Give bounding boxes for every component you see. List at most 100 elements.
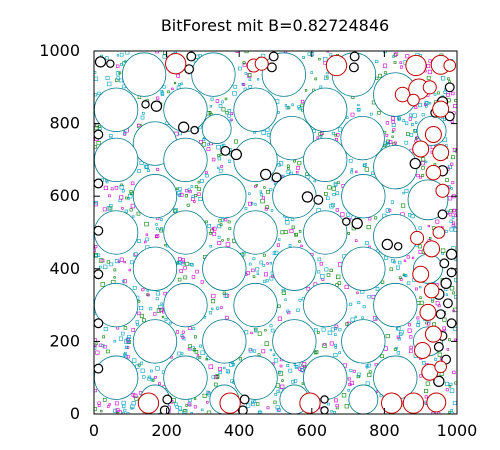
fringe-mark — [256, 78, 260, 81]
large-circle — [233, 282, 278, 328]
small-circle — [141, 100, 150, 109]
fringe-mark — [205, 400, 209, 404]
fringe-mark — [94, 76, 99, 81]
fringe-mark — [421, 157, 426, 162]
fringe-mark — [251, 268, 255, 273]
fringe-mark — [326, 273, 331, 277]
fringe-mark — [102, 207, 107, 212]
fringe-mark — [97, 91, 101, 96]
fringe-mark — [294, 232, 298, 236]
fringe-mark — [318, 57, 321, 61]
fringe-mark — [137, 300, 141, 303]
fringe-mark — [193, 405, 197, 409]
fringe-mark — [293, 379, 298, 383]
plot-frame — [93, 50, 458, 415]
large-circle — [163, 137, 208, 183]
fringe-mark — [130, 404, 135, 409]
fringe-mark — [283, 230, 288, 234]
fringe-mark — [266, 406, 270, 410]
fringe-mark — [192, 348, 197, 352]
fringe-mark — [375, 390, 379, 393]
fringe-mark — [248, 262, 252, 266]
fringe-mark — [295, 365, 299, 368]
fringe-mark — [244, 207, 248, 210]
fringe-mark — [349, 368, 353, 372]
fringe-mark — [149, 307, 153, 311]
fringe-mark — [449, 227, 454, 232]
fringe-mark — [335, 208, 340, 212]
fringe-mark — [276, 408, 281, 413]
small-circle — [94, 269, 104, 280]
fringe-mark — [262, 263, 266, 267]
fringe-mark — [120, 331, 125, 336]
fringe-mark — [302, 56, 305, 59]
red-circle — [423, 240, 441, 258]
fringe-mark — [131, 328, 135, 332]
fringe-mark — [130, 181, 135, 186]
fringe-mark — [145, 233, 149, 236]
small-circle — [237, 405, 248, 414]
fringe-mark — [205, 171, 208, 174]
fringe-mark — [425, 101, 429, 105]
small-circle — [446, 318, 457, 329]
fringe-mark — [106, 260, 110, 264]
large-circle — [163, 210, 208, 255]
red-circle — [424, 325, 442, 343]
fringe-mark — [97, 401, 101, 405]
fringe-mark — [398, 260, 402, 265]
fringe-mark — [274, 250, 279, 255]
fringe-mark — [159, 218, 163, 221]
fringe-mark — [103, 185, 108, 190]
fringe-mark — [451, 181, 455, 185]
fringe-mark — [284, 217, 289, 221]
x-tick-label: 1000 — [437, 421, 478, 440]
fringe-mark — [118, 71, 122, 75]
fringe-mark — [313, 179, 317, 183]
fringe-mark — [394, 52, 399, 57]
fringe-mark — [142, 111, 145, 115]
fringe-mark — [207, 223, 211, 228]
fringe-mark — [232, 91, 237, 96]
fringe-mark — [404, 121, 409, 125]
fringe-mark — [183, 275, 188, 280]
small-circle — [230, 148, 242, 161]
fringe-mark — [365, 241, 369, 245]
fringe-mark — [425, 160, 428, 163]
fringe-mark — [256, 402, 260, 406]
small-circle — [162, 394, 173, 405]
fringe-mark — [419, 300, 424, 305]
fringe-mark — [440, 248, 446, 253]
fringe-mark — [399, 65, 403, 69]
fringe-mark — [198, 196, 203, 201]
fringe-mark — [451, 216, 455, 219]
fringe-mark — [225, 111, 229, 115]
fringe-mark — [397, 337, 401, 341]
fringe-mark — [150, 369, 153, 373]
fringe-mark — [269, 188, 273, 192]
fringe-mark — [215, 375, 220, 379]
fringe-mark — [231, 362, 235, 366]
fringe-mark — [224, 218, 228, 222]
fringe-mark — [324, 267, 329, 272]
fringe-mark — [427, 69, 433, 75]
fringe-mark — [227, 238, 230, 241]
large-circle — [341, 246, 386, 291]
fringe-mark — [147, 293, 150, 297]
fringe-mark — [329, 204, 334, 209]
fringe-mark — [362, 163, 366, 168]
fringe-mark — [294, 232, 298, 237]
small-circle — [268, 51, 279, 62]
fringe-mark — [399, 330, 404, 335]
fringe-mark — [334, 133, 338, 137]
fringe-mark — [263, 186, 266, 189]
large-circle — [132, 174, 178, 219]
fringe-mark — [264, 272, 268, 277]
fringe-mark — [264, 207, 268, 211]
fringe-mark — [337, 281, 342, 285]
fringe-mark — [356, 107, 361, 112]
fringe-mark — [318, 132, 323, 137]
fringe-mark — [179, 269, 184, 273]
fringe-mark — [173, 208, 178, 213]
fringe-mark — [338, 328, 342, 332]
fringe-mark — [200, 408, 204, 412]
